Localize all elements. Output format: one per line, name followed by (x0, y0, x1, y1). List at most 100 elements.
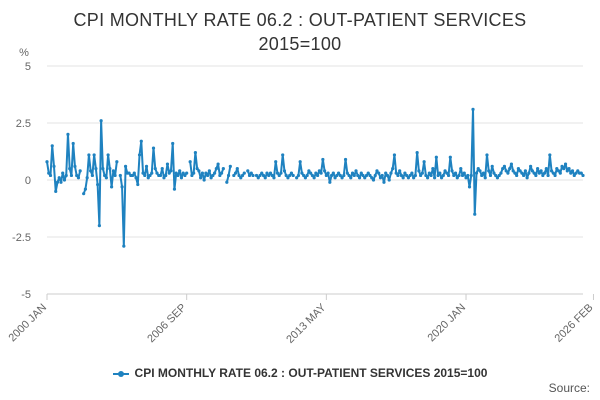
data-point[interactable] (546, 173, 550, 178)
data-point[interactable] (555, 167, 559, 171)
data-point[interactable] (309, 171, 313, 175)
data-point[interactable] (92, 153, 96, 157)
data-point[interactable] (525, 176, 529, 180)
data-point[interactable] (392, 153, 397, 157)
data-point[interactable] (385, 173, 390, 178)
data-point[interactable] (52, 164, 56, 168)
data-point[interactable] (399, 173, 404, 178)
data-point[interactable] (492, 171, 496, 175)
data-point[interactable] (424, 173, 428, 178)
data-point[interactable] (544, 167, 548, 171)
data-point[interactable] (235, 167, 239, 171)
data-point[interactable] (69, 173, 74, 178)
data-point[interactable] (307, 169, 311, 173)
data-point[interactable] (331, 171, 335, 175)
data-point[interactable] (45, 160, 49, 164)
data-point[interactable] (54, 189, 58, 193)
data-point[interactable] (462, 171, 466, 175)
data-point[interactable] (504, 169, 508, 173)
data-point[interactable] (480, 173, 484, 178)
data-point[interactable] (300, 171, 304, 175)
data-point[interactable] (438, 171, 442, 175)
data-point[interactable] (188, 160, 192, 164)
data-point[interactable] (338, 173, 342, 178)
data-point[interactable] (78, 169, 82, 173)
data-point[interactable] (354, 169, 358, 173)
data-point[interactable] (542, 171, 547, 175)
data-point[interactable] (511, 169, 515, 173)
data-point[interactable] (471, 107, 475, 111)
data-point[interactable] (410, 171, 414, 175)
data-point[interactable] (343, 157, 348, 162)
data-point[interactable] (118, 173, 122, 178)
data-point[interactable] (101, 167, 105, 171)
data-point[interactable] (373, 173, 377, 178)
data-point[interactable] (270, 173, 274, 178)
data-point[interactable] (261, 173, 266, 178)
data-point[interactable] (251, 173, 255, 178)
data-point[interactable] (478, 169, 482, 173)
data-point[interactable] (202, 178, 206, 182)
data-point[interactable] (277, 173, 281, 178)
data-point[interactable] (541, 173, 545, 178)
data-point[interactable] (412, 176, 416, 180)
data-point[interactable] (574, 171, 578, 175)
data-point[interactable] (97, 224, 101, 228)
data-point[interactable] (466, 173, 470, 178)
data-point[interactable] (47, 171, 51, 175)
data-point[interactable] (508, 167, 512, 171)
data-point[interactable] (359, 171, 363, 175)
data-point[interactable] (518, 169, 522, 173)
data-point[interactable] (445, 171, 449, 175)
data-point[interactable] (132, 171, 136, 175)
data-point[interactable] (443, 169, 447, 173)
data-point[interactable] (357, 176, 362, 180)
data-point[interactable] (396, 173, 400, 178)
data-point[interactable] (181, 171, 185, 175)
data-point[interactable] (233, 171, 238, 175)
data-point[interactable] (197, 169, 201, 173)
data-point[interactable] (73, 164, 77, 168)
data-point[interactable] (317, 169, 321, 173)
data-point[interactable] (103, 173, 107, 178)
data-point[interactable] (506, 171, 510, 175)
data-point[interactable] (286, 176, 290, 180)
data-point[interactable] (57, 176, 61, 180)
data-point[interactable] (452, 173, 456, 178)
data-point[interactable] (55, 180, 60, 184)
data-point[interactable] (455, 176, 459, 180)
data-point[interactable] (275, 171, 280, 175)
data-point[interactable] (296, 173, 301, 178)
data-point[interactable] (169, 169, 173, 173)
data-point[interactable] (104, 176, 108, 180)
data-point[interactable] (469, 173, 473, 178)
data-point[interactable] (426, 176, 430, 180)
data-point[interactable] (427, 171, 431, 175)
data-point[interactable] (312, 176, 316, 180)
data-point[interactable] (364, 173, 369, 178)
data-point[interactable] (398, 169, 402, 173)
data-point[interactable] (219, 171, 224, 175)
data-point[interactable] (295, 176, 299, 180)
data-point[interactable] (211, 173, 215, 178)
data-point[interactable] (406, 176, 411, 180)
data-point[interactable] (448, 155, 452, 159)
data-point[interactable] (527, 171, 531, 175)
data-point[interactable] (82, 192, 86, 196)
data-point[interactable] (464, 176, 468, 180)
data-point[interactable] (106, 153, 110, 157)
data-point[interactable] (401, 176, 405, 180)
data-point[interactable] (562, 167, 566, 171)
data-point[interactable] (328, 180, 332, 184)
data-point[interactable] (323, 169, 327, 173)
data-point[interactable] (90, 173, 94, 178)
data-point[interactable] (141, 171, 145, 175)
data-point[interactable] (176, 173, 180, 178)
data-point[interactable] (59, 180, 63, 184)
data-point[interactable] (537, 171, 541, 175)
data-point[interactable] (50, 144, 54, 148)
data-point[interactable] (94, 167, 98, 171)
data-point[interactable] (206, 173, 210, 178)
data-point[interactable] (473, 212, 477, 216)
data-point[interactable] (450, 169, 454, 173)
